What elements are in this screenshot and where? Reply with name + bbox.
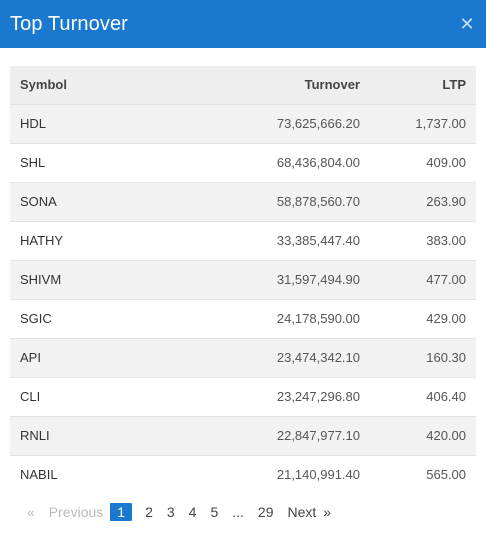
table-row[interactable]: SGIC 24,178,590.00 429.00 <box>10 299 476 338</box>
cell-ltp: 1,737.00 <box>415 116 466 131</box>
cell-symbol: API <box>20 350 41 365</box>
cell-ltp: 477.00 <box>426 272 466 287</box>
modal-title: Top Turnover <box>10 12 128 35</box>
cell-ltp: 263.90 <box>426 194 466 209</box>
cell-symbol: SHIVM <box>20 272 62 287</box>
cell-symbol: HATHY <box>20 233 64 248</box>
cell-symbol: HDL <box>20 116 47 131</box>
page-button-2[interactable]: 2 <box>145 504 153 520</box>
previous-page-button: Previous <box>48 504 104 520</box>
cell-ltp: 406.40 <box>426 389 466 404</box>
cell-turnover: 21,140,991.40 <box>276 467 360 483</box>
cell-symbol: NABIL <box>20 467 58 483</box>
table-row[interactable]: HATHY 33,385,447.40 383.00 <box>10 221 476 260</box>
page-button-3[interactable]: 3 <box>166 504 175 520</box>
cell-turnover: 22,847,977.10 <box>276 428 360 443</box>
cell-ltp: 409.00 <box>426 155 466 170</box>
pagination: « Previous 1 2 3 4 5 ... 29 Next » <box>20 500 476 524</box>
cell-symbol: CLI <box>20 389 41 404</box>
table-row[interactable]: NABIL 21,140,991.40 565.00 <box>10 455 476 494</box>
pagination-ellipsis: ... <box>232 504 244 520</box>
cell-symbol: SONA <box>20 194 57 209</box>
cell-ltp: 383.00 <box>426 233 466 248</box>
table-row[interactable]: SONA 58,878,560.70 263.90 <box>10 182 476 221</box>
page-button-29[interactable]: 29 <box>257 504 274 520</box>
turnover-table: Symbol Turnover LTP HDL 73,625,666.20 1,… <box>10 66 476 494</box>
cell-ltp: 160.30 <box>426 350 466 365</box>
cell-ltp: 420.00 <box>426 428 466 443</box>
close-icon[interactable]: ✕ <box>459 14 475 34</box>
table-header-row: Symbol Turnover LTP <box>10 66 476 104</box>
cell-turnover: 23,247,296.80 <box>276 389 360 404</box>
cell-symbol: SHL <box>20 155 46 170</box>
cell-turnover: 31,597,494.90 <box>276 272 360 287</box>
column-header-turnover[interactable]: Turnover <box>304 77 360 93</box>
modal-header: Top Turnover ✕ <box>0 0 486 48</box>
cell-ltp: 429.00 <box>426 311 466 326</box>
table-panel: Symbol Turnover LTP HDL 73,625,666.20 1,… <box>0 48 486 524</box>
next-page-button[interactable]: Next <box>287 504 317 520</box>
table-row[interactable]: SHL 68,436,804.00 409.00 <box>10 143 476 182</box>
column-header-ltp[interactable]: LTP <box>442 77 466 93</box>
table-row[interactable]: CLI 23,247,296.80 406.40 <box>10 377 476 416</box>
table-row[interactable]: SHIVM 31,597,494.90 477.00 <box>10 260 476 299</box>
column-header-symbol[interactable]: Symbol <box>20 77 67 93</box>
cell-symbol: RNLI <box>20 428 50 443</box>
page-button-1[interactable]: 1 <box>110 503 133 521</box>
cell-turnover: 24,178,590.00 <box>276 311 360 326</box>
cell-turnover: 58,878,560.70 <box>276 194 360 209</box>
cell-turnover: 23,474,342.10 <box>276 350 360 365</box>
prev-arrow-icon: « <box>27 504 35 520</box>
cell-turnover: 33,385,447.40 <box>276 233 360 248</box>
next-arrow-icon[interactable]: » <box>323 504 332 520</box>
cell-ltp: 565.00 <box>426 467 466 483</box>
page-button-5[interactable]: 5 <box>210 504 219 520</box>
cell-symbol: SGIC <box>20 311 52 326</box>
cell-turnover: 68,436,804.00 <box>276 155 360 170</box>
table-row[interactable]: API 23,474,342.10 160.30 <box>10 338 476 377</box>
cell-turnover: 73,625,666.20 <box>276 116 360 131</box>
page-button-4[interactable]: 4 <box>188 504 197 520</box>
table-row[interactable]: RNLI 22,847,977.10 420.00 <box>10 416 476 455</box>
table-row[interactable]: HDL 73,625,666.20 1,737.00 <box>10 104 476 143</box>
